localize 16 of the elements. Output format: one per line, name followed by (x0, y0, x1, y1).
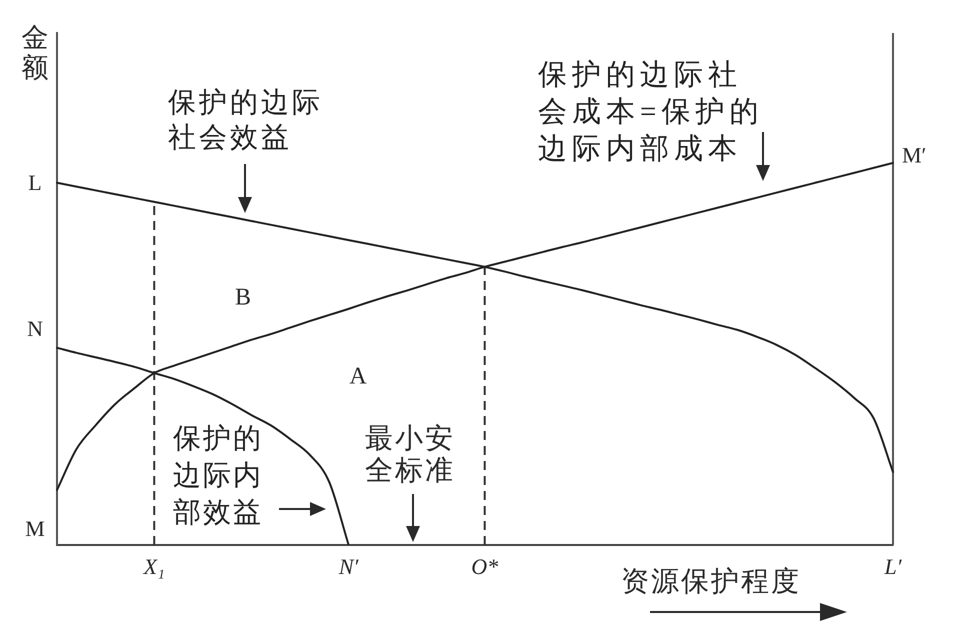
x-tick-label: X₁ (142, 554, 165, 579)
x-tick-label: O* (471, 554, 498, 579)
series-label: 保护的边际社会效益 (168, 87, 323, 154)
annotation: 最小安全标准 (365, 423, 455, 486)
x-tick-label: N′ (338, 554, 360, 579)
y-axis-title: 金额 (22, 22, 48, 83)
annotation: A (349, 363, 368, 390)
annotation: M′ (902, 142, 926, 168)
text: N (27, 316, 44, 341)
x-axis-title: 资源保护程度 (621, 566, 801, 598)
series-label: 保护的边际内部效益 (173, 423, 263, 528)
text: L (28, 170, 42, 195)
text: M (25, 516, 45, 541)
series-label: 保护的边际社会成本=保护的边际内部成本 (538, 59, 764, 166)
annotation: B (234, 284, 252, 310)
x-tick-label: L′ (883, 554, 903, 579)
